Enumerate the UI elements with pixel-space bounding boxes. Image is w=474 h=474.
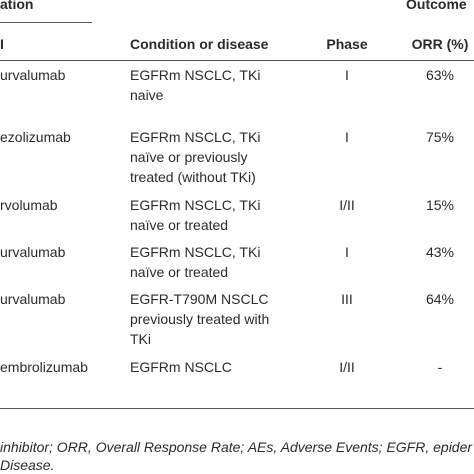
orr-cell: 75% (425, 129, 455, 145)
condition-line: naïve or treated (130, 264, 229, 280)
orr-cell: - (437, 359, 443, 375)
drug-cell: urvalumab (0, 67, 66, 83)
orr-cell: 63% (425, 67, 455, 83)
rule (0, 60, 474, 61)
condition-line: EGFRm NSCLC, TKi (130, 244, 261, 260)
condition-line: TKi (130, 331, 151, 347)
condition-line: EGFRm NSCLC, TKi (130, 129, 261, 145)
condition-line: previously treated with (130, 311, 270, 327)
drug-cell: ezolizumab (0, 129, 71, 145)
rule (0, 22, 92, 23)
orr-cell: 64% (425, 291, 455, 307)
phase-cell: I (345, 244, 349, 260)
phase-cell: I/II (339, 197, 355, 213)
footnote: inhibitor; ORR, Overall Response Rate; A… (0, 439, 473, 455)
drug-cell: embrolizumab (0, 359, 88, 375)
condition-line: naïve or previously (130, 149, 248, 165)
drug-cell: rvolumab (0, 197, 58, 213)
orr-cell: 15% (425, 197, 455, 213)
phase-cell: I (345, 129, 349, 145)
condition-line: naïve or treated (130, 217, 229, 233)
condition-line: naive (130, 87, 164, 103)
condition-line: EGFRm NSCLC, TKi (130, 197, 261, 213)
drug-cell: urvalumab (0, 291, 66, 307)
phase-cell: I (345, 67, 349, 83)
rule (0, 408, 474, 409)
condition-line: EGFRm NSCLC (130, 359, 232, 375)
condition-line: EGFR-T790M NSCLC (130, 291, 269, 307)
phase-cell: I/II (339, 359, 355, 375)
column-header: I (0, 36, 4, 52)
condition-line: EGFRm NSCLC, TKi (130, 67, 261, 83)
group-header: Outcome (406, 0, 467, 12)
column-header: ORR (%) (411, 36, 469, 52)
footnote: Disease. (0, 457, 55, 473)
drug-cell: urvalumab (0, 244, 66, 260)
group-header: ation (0, 0, 34, 12)
column-header: Condition or disease (130, 36, 269, 52)
orr-cell: 43% (425, 244, 455, 260)
condition-line: treated (without TKi) (130, 169, 256, 185)
column-header: Phase (326, 36, 368, 52)
phase-cell: III (341, 291, 353, 307)
